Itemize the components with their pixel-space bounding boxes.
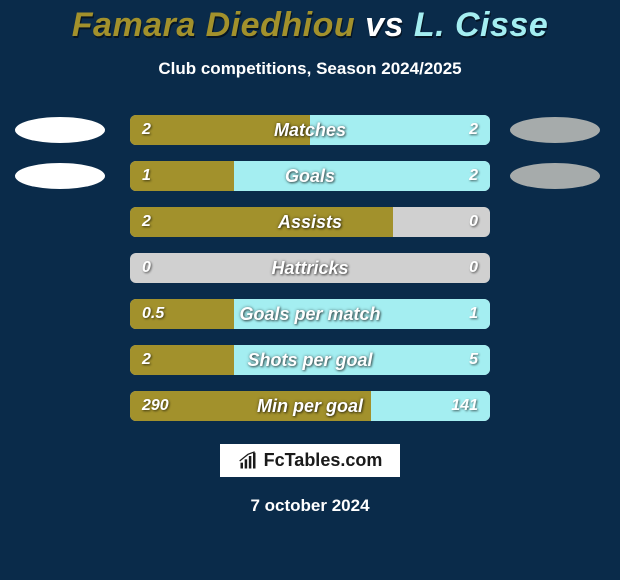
bar-fill-left (130, 299, 234, 329)
bar-gap (393, 207, 490, 237)
bar-fill-left (130, 345, 234, 375)
subtitle: Club competitions, Season 2024/2025 (158, 59, 461, 79)
player2-badge (510, 163, 600, 189)
page-title: Famara Diedhiou vs L. Cisse (72, 6, 548, 45)
bar-fill-right (371, 391, 490, 421)
metric-bar: 12Goals (130, 161, 490, 191)
metric-row: 20Assists (0, 207, 620, 237)
metric-bar: 00Hattricks (130, 253, 490, 283)
bar-fill-right (310, 115, 490, 145)
chart-icon (238, 451, 258, 471)
bar-fill-left (130, 115, 310, 145)
bar-fill-left (130, 161, 234, 191)
attribution-badge: FcTables.com (219, 443, 402, 478)
bar-gap (130, 253, 490, 283)
player2-badge (510, 117, 600, 143)
bar-fill-right (234, 161, 490, 191)
metric-bar: 290141Min per goal (130, 391, 490, 421)
metric-bar: 25Shots per goal (130, 345, 490, 375)
metric-bar: 0.51Goals per match (130, 299, 490, 329)
player1-badge (15, 163, 105, 189)
metric-row: 12Goals (0, 161, 620, 191)
bar-fill-left (130, 391, 371, 421)
bar-fill-right (234, 345, 490, 375)
metric-row: 25Shots per goal (0, 345, 620, 375)
metric-row: 22Matches (0, 115, 620, 145)
bar-fill-right (234, 299, 490, 329)
bar-fill-left (130, 207, 393, 237)
metric-row: 0.51Goals per match (0, 299, 620, 329)
title-player1: Famara Diedhiou (72, 6, 355, 44)
player1-badge (15, 117, 105, 143)
metric-row: 00Hattricks (0, 253, 620, 283)
metric-row: 290141Min per goal (0, 391, 620, 421)
metric-bar: 20Assists (130, 207, 490, 237)
date-label: 7 october 2024 (250, 496, 369, 516)
metric-rows: 22Matches 12Goals 20Assists 00Hattricks 0.51… (0, 115, 620, 421)
title-player2: L. Cisse (414, 6, 548, 44)
attribution-text: FcTables.com (264, 450, 383, 471)
metric-bar: 22Matches (130, 115, 490, 145)
title-vs: vs (365, 6, 404, 44)
comparison-infographic: Famara Diedhiou vs L. Cisse Club competi… (0, 0, 620, 580)
